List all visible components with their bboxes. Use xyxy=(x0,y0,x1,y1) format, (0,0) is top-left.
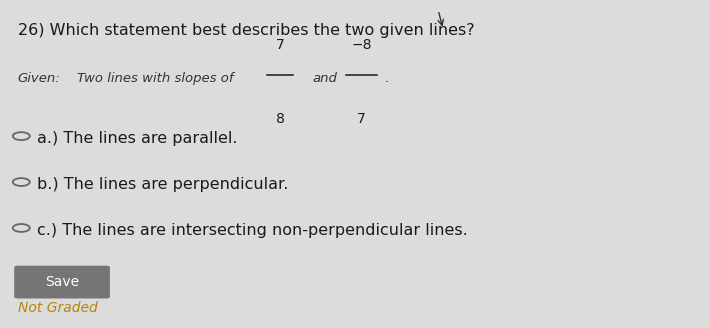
Text: Save: Save xyxy=(45,275,79,289)
Text: 26) Which statement best describes the two given lines?: 26) Which statement best describes the t… xyxy=(18,23,474,38)
Text: 7: 7 xyxy=(276,38,284,52)
Text: a.) The lines are parallel.: a.) The lines are parallel. xyxy=(37,131,238,146)
Text: 8: 8 xyxy=(276,112,284,126)
Text: Not Graded: Not Graded xyxy=(18,301,97,315)
Text: −8: −8 xyxy=(352,38,372,52)
Text: and: and xyxy=(312,72,337,85)
Text: Given:: Given: xyxy=(18,72,60,85)
Text: c.) The lines are intersecting non-perpendicular lines.: c.) The lines are intersecting non-perpe… xyxy=(37,223,468,238)
Text: Two lines with slopes of: Two lines with slopes of xyxy=(77,72,233,85)
Text: .: . xyxy=(384,72,389,85)
Text: 7: 7 xyxy=(357,112,366,126)
Text: b.) The lines are perpendicular.: b.) The lines are perpendicular. xyxy=(37,177,289,192)
FancyBboxPatch shape xyxy=(14,266,110,298)
